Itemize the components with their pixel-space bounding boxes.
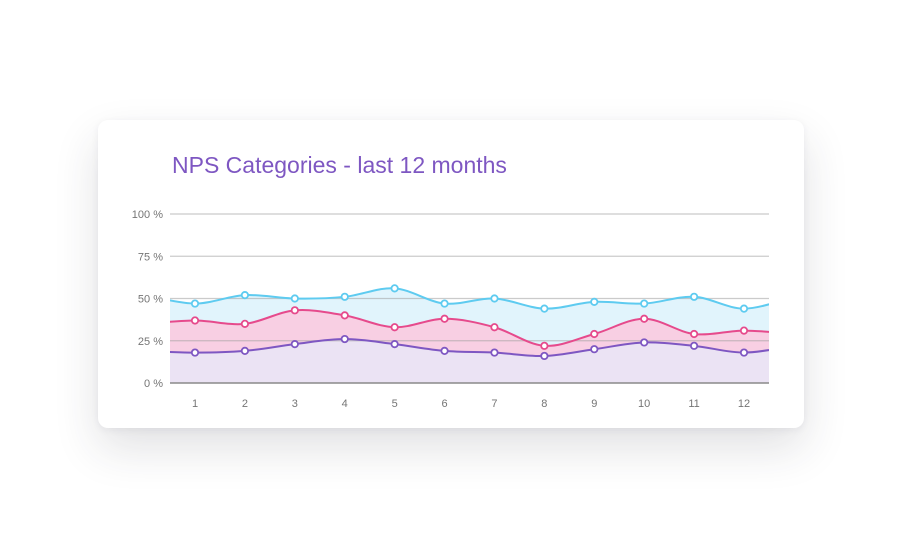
series-3-point — [440, 346, 449, 355]
series-3-point — [190, 348, 200, 357]
series-1-point — [240, 291, 250, 300]
y-tick-label: 25 % — [138, 336, 163, 348]
marker-layer — [190, 284, 749, 361]
series-3-point — [590, 345, 599, 354]
x-axis: 1 2 3 4 5 6 7 8 9 10 11 12 — [192, 398, 750, 410]
chart-card: NPS Categories - last 12 months 0 % 25 % 5… — [98, 120, 804, 428]
series-1-point — [290, 294, 299, 303]
x-tick-label: 6 — [441, 398, 447, 410]
series-3-point — [390, 340, 399, 349]
chart-title: NPS Categories - last 12 months — [172, 152, 507, 178]
series-2-line — [170, 309, 769, 347]
series-2-point — [640, 314, 649, 323]
series-1-point — [590, 297, 599, 306]
series-1-point — [689, 292, 699, 301]
series-1-point — [739, 304, 749, 313]
series-1-point — [340, 292, 349, 301]
series-2-point — [739, 326, 749, 335]
series-3-point — [640, 338, 649, 347]
series-2-point — [390, 323, 399, 332]
grid-layer: 0 % 25 % 50 % 75 % 100 % — [132, 209, 769, 390]
series-1-line — [170, 287, 769, 310]
series-2-point — [689, 329, 699, 339]
series-3-line — [170, 338, 769, 358]
series-3-point — [290, 340, 299, 349]
y-tick-label: 75 % — [138, 251, 163, 263]
x-tick-label: 9 — [591, 398, 597, 410]
series-3-area — [170, 339, 769, 383]
series-2-point — [190, 316, 200, 325]
x-tick-label: 3 — [292, 398, 298, 410]
x-tick-label: 11 — [688, 398, 699, 410]
series-2-point — [290, 306, 299, 315]
series-3-point — [240, 346, 250, 355]
nps-area-chart: 0 %25 %50 %75 %100 %1 2 3 4 5 6 7 8 9 10 11 12 — [132, 209, 769, 410]
x-tick-label: 2 — [242, 398, 248, 410]
series-2-point — [540, 341, 549, 350]
x-tick-label: 10 — [638, 398, 650, 410]
series-3-point — [490, 348, 499, 357]
x-tick-label: 4 — [342, 398, 348, 410]
series-2-point — [340, 311, 349, 320]
line-layer — [170, 287, 769, 358]
series-1-point — [390, 284, 399, 293]
x-tick-label: 5 — [392, 398, 398, 410]
series-1-point — [440, 299, 449, 308]
series-3-point — [540, 351, 549, 361]
y-tick-label: 0 % — [144, 378, 163, 390]
series-2-point — [490, 323, 499, 332]
y-tick-label: 100 % — [132, 209, 163, 221]
series-1-point — [540, 304, 549, 313]
x-tick-label: 8 — [541, 398, 547, 410]
series-1-point — [640, 299, 649, 308]
series-3-point — [689, 341, 699, 350]
series-2-point — [240, 319, 250, 328]
y-tick-label: 50 % — [138, 294, 163, 306]
series-3-point — [340, 334, 349, 344]
series-2-point — [440, 314, 449, 323]
series-2-point — [590, 329, 599, 339]
series-3-point — [739, 348, 749, 357]
x-tick-label: 7 — [491, 398, 497, 410]
series-1-point — [490, 294, 499, 303]
x-tick-label: 12 — [738, 398, 750, 410]
series-1-point — [190, 299, 200, 308]
x-tick-label: 1 — [192, 398, 198, 410]
